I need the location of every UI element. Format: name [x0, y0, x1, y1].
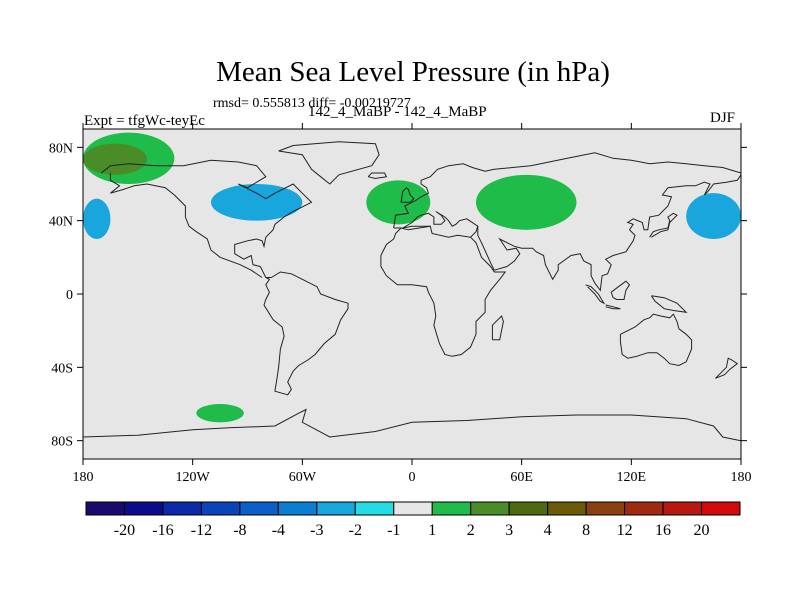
coastline-7	[649, 212, 678, 238]
x-tick-label: 60E	[510, 470, 533, 485]
coastline-0	[100, 159, 349, 396]
coastline-3	[393, 211, 479, 238]
coastline-5	[380, 236, 507, 357]
colorbar-swatch	[624, 501, 664, 516]
colorbar-swatch	[85, 501, 125, 516]
y-tick-label: 40S	[51, 361, 73, 376]
colorbar-label: -4	[272, 522, 285, 539]
colorbar-swatch	[277, 501, 318, 516]
anomaly-north-atlantic-positive	[366, 180, 431, 225]
coastline-15	[278, 141, 380, 185]
colorbar-label: -8	[233, 522, 246, 539]
colorbar-label: 3	[505, 522, 513, 539]
colorbar-swatch	[431, 501, 472, 516]
coastline-17	[491, 315, 504, 341]
coastline-18	[83, 408, 741, 442]
anomaly-north-pacific-positive-strong	[83, 143, 147, 175]
colorbar-swatch	[585, 501, 626, 516]
colorbar-label: 1	[428, 522, 436, 539]
map-background	[83, 129, 741, 459]
colorbar-swatch	[470, 501, 510, 516]
x-tick-label: 120W	[176, 470, 211, 485]
colorbar-label: 12	[617, 522, 633, 539]
coastline-2	[393, 152, 741, 229]
chart-subtitle: rmsd= 0.555813 diff= -0.00219727	[213, 96, 411, 111]
y-tick-label: 0	[66, 288, 73, 303]
coastline-14	[400, 186, 415, 203]
colorbar-label: 4	[544, 522, 552, 539]
colorbar-swatch	[547, 501, 587, 516]
y-tick-label: 80S	[51, 435, 73, 450]
x-tick-label: 180	[731, 470, 752, 485]
colorbar-label: -3	[310, 522, 323, 539]
colorbar-swatch	[316, 501, 356, 516]
colorbar-swatch	[662, 501, 703, 516]
anomaly-eurasia-positive	[475, 174, 577, 230]
coastline-11	[610, 280, 631, 300]
colorbar-label: 16	[655, 522, 671, 539]
colorbar-swatch	[354, 501, 395, 516]
anomaly-south-pacific-positive	[196, 404, 244, 423]
colorbar-swatch	[200, 501, 241, 516]
y-tick-label: 40N	[49, 215, 73, 230]
anomaly-east-pacific-negative	[83, 198, 111, 239]
chart-title: Mean Sea Level Pressure (in hPa)	[216, 56, 610, 88]
colorbar-label: 2	[467, 522, 475, 539]
colorbar-swatch	[123, 501, 164, 516]
coastline-10	[605, 304, 621, 310]
anomaly-west-pacific-negative	[686, 193, 741, 239]
season-label: DJF	[710, 110, 736, 126]
colorbar-swatch	[508, 501, 549, 516]
x-tick-label: 60W	[289, 470, 317, 485]
coastline-6	[477, 174, 741, 292]
colorbar-label: -12	[191, 522, 212, 539]
coastline-16	[367, 172, 388, 180]
colorbar-swatch	[239, 501, 279, 516]
coastline-13	[715, 357, 739, 379]
coastline-9	[585, 284, 606, 305]
x-tick-label: 0	[409, 470, 416, 485]
center-label: 142_4_MaBP - 142_4_MaBP	[308, 104, 487, 120]
colorbar-label: 20	[694, 522, 710, 539]
colorbar-label: -16	[152, 522, 173, 539]
coastline-4	[380, 225, 431, 267]
coastline-1	[109, 173, 263, 278]
left-label: Expt = tfgWc-teyEc	[84, 113, 205, 129]
colorbar-label: -2	[349, 522, 362, 539]
anomaly-north-america-negative	[210, 184, 303, 221]
colorbar-label: -1	[387, 522, 400, 539]
colorbar-label: -20	[114, 522, 135, 539]
y-tick-label: 80N	[49, 141, 73, 156]
coastline-8	[619, 313, 693, 367]
coastline-12	[650, 295, 688, 314]
colorbar-swatch	[701, 501, 741, 516]
colorbar-swatch	[162, 501, 202, 516]
x-tick-label: 120E	[617, 470, 647, 485]
x-tick-label: 180	[73, 470, 94, 485]
colorbar-swatch	[393, 501, 433, 516]
colorbar-label: 8	[582, 522, 590, 539]
